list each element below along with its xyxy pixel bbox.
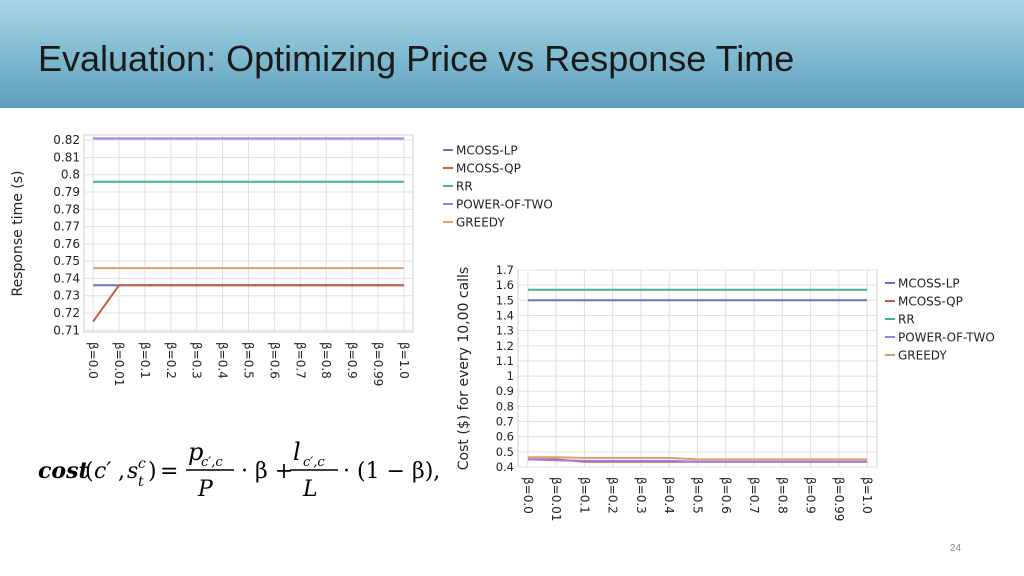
y-tick-label: 0.75 bbox=[53, 254, 80, 268]
y-tick-label: 1 bbox=[507, 369, 514, 383]
y-tick-label: 0.79 bbox=[53, 185, 80, 199]
formula-P: P bbox=[197, 477, 214, 502]
y-axis-label: Response time (s) bbox=[10, 171, 26, 297]
series-line-power-of-two bbox=[527, 458, 868, 463]
y-tick-label: 1.5 bbox=[496, 293, 514, 307]
y-tick-label: 0.78 bbox=[53, 202, 80, 216]
legend-label: MCOSS-QP bbox=[456, 162, 521, 176]
formula-p: p bbox=[188, 438, 203, 466]
legend-label: POWER-OF-TWO bbox=[898, 331, 995, 345]
y-tick-label: 0.6 bbox=[496, 430, 514, 444]
legend-label: POWER-OF-TWO bbox=[456, 198, 553, 212]
x-tick-label: β=0.3 bbox=[190, 342, 204, 379]
x-tick-label: β=0.99 bbox=[371, 342, 385, 386]
svg-text:(: ( bbox=[85, 459, 94, 484]
x-tick-label: β=0.9 bbox=[804, 477, 818, 514]
formula-s: s bbox=[127, 459, 138, 484]
x-tick-label: β=0.2 bbox=[164, 342, 178, 379]
y-tick-label: 0.4 bbox=[496, 460, 514, 474]
x-tick-label: β=0.6 bbox=[719, 477, 733, 514]
y-tick-label: 0.7 bbox=[496, 415, 514, 429]
x-tick-label: β=0.2 bbox=[606, 477, 620, 514]
x-tick-label: β=0.9 bbox=[345, 342, 359, 379]
y-axis-label: Cost ($) for every 10,00 calls bbox=[456, 267, 472, 470]
y-tick-label: 0.76 bbox=[53, 237, 80, 251]
cost-chart: 0.40.50.60.7 0.80.911.11.21.3 1.41.51.61.7… bbox=[456, 263, 995, 521]
x-tick-label: β=0.7 bbox=[293, 342, 307, 379]
page-number: 24 bbox=[950, 543, 962, 554]
formula-p-sub: c′,c bbox=[201, 455, 223, 470]
x-tick-label: β=1.0 bbox=[860, 477, 874, 514]
y-tick-label: 0.73 bbox=[53, 289, 80, 303]
x-tick-label: β=0.01 bbox=[549, 477, 563, 521]
x-tick-label: β=0.0 bbox=[521, 477, 535, 514]
y-tick-label: 1.2 bbox=[496, 339, 514, 353]
formula-s-sub: t bbox=[138, 474, 144, 490]
formula-mid: · β + bbox=[241, 459, 293, 484]
x-tick-label: β=0.8 bbox=[775, 477, 789, 514]
legend: MCOSS-LP MCOSS-QP RR POWER-OF-TWO GREEDY bbox=[443, 144, 553, 230]
series-line-mcoss-qp bbox=[92, 284, 404, 323]
x-tick-label: β=0.1 bbox=[138, 342, 152, 379]
y-tick-label: 1.1 bbox=[496, 354, 514, 368]
legend-label: RR bbox=[898, 313, 915, 327]
svg-text:,: , bbox=[118, 459, 125, 484]
formula-cost: cost bbox=[38, 458, 89, 484]
y-tick-label: 0.9 bbox=[496, 384, 514, 398]
y-tick-label: 1.6 bbox=[496, 278, 514, 292]
y-tick-label: 0.82 bbox=[53, 133, 80, 147]
x-tick-label: β=0.4 bbox=[662, 477, 676, 514]
formula-cprime: c′ bbox=[94, 459, 111, 484]
formula-L: L bbox=[302, 477, 318, 502]
x-tick-label: β=0.01 bbox=[112, 342, 126, 386]
formula-s-sup: c bbox=[138, 456, 146, 472]
formula-l: l bbox=[293, 438, 301, 466]
y-tick-label: 0.8 bbox=[61, 168, 80, 182]
x-tick-label: β=0.3 bbox=[634, 477, 648, 514]
y-tick-label: 0.72 bbox=[53, 306, 80, 320]
legend: MCOSS-LP MCOSS-QP RR POWER-OF-TWO GREEDY bbox=[885, 277, 995, 363]
legend-label: MCOSS-LP bbox=[898, 277, 960, 291]
cost-formula: cost ( c′ , s c t ) = p c′,c P · β + l c… bbox=[38, 438, 438, 502]
title-bar: Evaluation: Optimizing Price vs Response… bbox=[0, 0, 1024, 108]
y-tick-label: 0.74 bbox=[53, 271, 80, 285]
x-tick-label: β=0.1 bbox=[577, 477, 591, 514]
x-tick-label: β=0.6 bbox=[267, 342, 281, 379]
series-line-greedy bbox=[527, 456, 868, 461]
formula-eq: = bbox=[160, 459, 178, 484]
svg-text:): ) bbox=[148, 459, 157, 484]
x-tick-label: β=1.0 bbox=[397, 342, 411, 379]
formula-l-sub: c′,c bbox=[303, 455, 325, 470]
x-tick-label: β=0.7 bbox=[747, 477, 761, 514]
y-tick-label: 0.8 bbox=[496, 399, 514, 413]
y-tick-label: 1.3 bbox=[496, 324, 514, 338]
y-tick-label: 1.7 bbox=[496, 263, 514, 277]
legend-label: MCOSS-LP bbox=[456, 144, 518, 158]
legend-label: GREEDY bbox=[898, 349, 947, 363]
y-tick-label: 1.4 bbox=[496, 308, 514, 322]
formula-tail: · (1 − β), bbox=[343, 459, 438, 484]
slide-title: Evaluation: Optimizing Price vs Response… bbox=[38, 38, 795, 79]
x-tick-label: β=0.4 bbox=[216, 342, 230, 379]
y-tick-label: 0.71 bbox=[53, 323, 80, 337]
x-tick-label: β=0.8 bbox=[319, 342, 333, 379]
legend-label: MCOSS-QP bbox=[898, 295, 963, 309]
x-tick-label: β=0.5 bbox=[691, 477, 705, 514]
legend-label: GREEDY bbox=[456, 216, 505, 230]
response-time-chart: 0.71 0.72 0.73 0.74 0.75 0.76 0.77 0.78 0.79 0.8 0… bbox=[10, 133, 553, 386]
legend-label: RR bbox=[456, 180, 473, 194]
x-tick-label: β=0.0 bbox=[86, 342, 100, 379]
y-tick-label: 0.77 bbox=[53, 220, 80, 234]
x-tick-label: β=0.99 bbox=[832, 477, 846, 521]
y-tick-label: 0.5 bbox=[496, 445, 514, 459]
y-tick-label: 0.81 bbox=[53, 150, 80, 164]
x-tick-label: β=0.5 bbox=[242, 342, 256, 379]
